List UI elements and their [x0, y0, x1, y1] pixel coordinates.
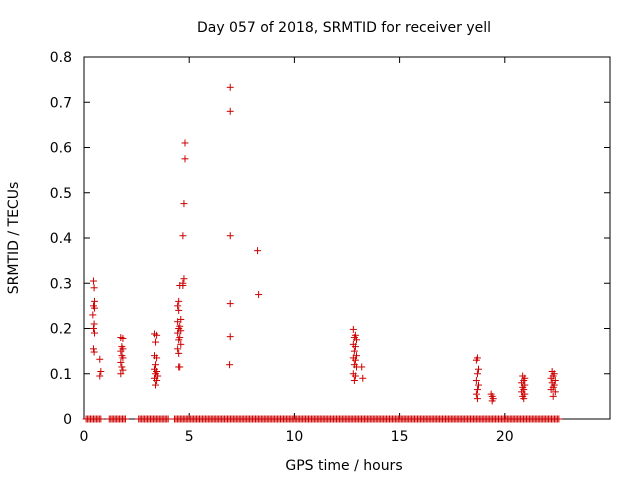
data-point: [181, 139, 189, 147]
data-point: [91, 329, 99, 337]
data-point: [255, 291, 263, 299]
x-axis-label: GPS time / hours: [285, 458, 402, 474]
data-point: [89, 311, 97, 319]
data-point: [118, 363, 126, 371]
data-point: [351, 356, 359, 364]
data-point: [174, 345, 182, 353]
data-point: [119, 366, 127, 374]
data-point: [152, 361, 160, 369]
data-point: [472, 377, 480, 385]
data-point: [350, 347, 358, 355]
data-point: [549, 392, 557, 400]
data-point: [226, 300, 234, 308]
data-point: [226, 232, 234, 240]
data-point: [226, 361, 234, 369]
data-point: [175, 349, 183, 357]
y-tick-label: 0: [63, 412, 72, 428]
data-point: [179, 232, 187, 240]
data-point: [176, 363, 184, 371]
data-point: [547, 386, 555, 394]
data-point: [164, 415, 172, 423]
data-point: [117, 370, 125, 378]
data-point: [117, 358, 125, 366]
y-tick-label: 0.7: [50, 95, 72, 111]
y-tick-label: 0.6: [50, 141, 72, 157]
x-tick-label: 10: [285, 429, 303, 445]
data-point: [96, 372, 104, 380]
data-point: [473, 386, 481, 394]
x-tick-label: 0: [80, 429, 89, 445]
data-point: [174, 318, 182, 326]
data-point: [175, 306, 183, 314]
data-point: [472, 390, 480, 398]
data-point: [472, 356, 480, 364]
data-point: [473, 395, 481, 403]
data-point: [177, 340, 185, 348]
axis-ticks: [83, 56, 610, 420]
data-point: [97, 415, 105, 423]
data-point: [89, 325, 97, 332]
data-point: [359, 374, 367, 382]
data-point: [90, 348, 98, 356]
data-point: [174, 302, 182, 310]
axis-tick-labels: 0 5 10 15 20 0 0.1 0.2 0.3 0.4 0.5 0.6 0.7 0.8: [50, 50, 514, 445]
data-point: [153, 331, 161, 339]
data-point: [226, 83, 234, 91]
data-point: [547, 374, 555, 382]
data-point: [89, 277, 97, 285]
data-point: [153, 377, 161, 385]
data-point: [90, 284, 98, 292]
data-point: [153, 354, 161, 362]
data-point: [350, 377, 358, 385]
data-point: [254, 247, 262, 255]
data-point: [473, 370, 481, 378]
data-point: [475, 381, 482, 389]
data-point: [180, 275, 188, 283]
y-axis-label: SRMTID / TECUs: [6, 182, 22, 295]
data-point: [175, 336, 183, 344]
data-point: [152, 381, 160, 389]
x-tick-label: 5: [185, 429, 194, 445]
data-point: [352, 336, 360, 344]
data-point: [89, 345, 97, 353]
y-tick-label: 0.1: [50, 367, 72, 383]
y-tick-label: 0.3: [50, 276, 72, 292]
data-point: [121, 415, 129, 423]
data-point: [152, 338, 160, 346]
plot-frame: [83, 56, 611, 420]
data-point: [91, 297, 99, 305]
data-point: [551, 388, 559, 396]
y-tick-label: 0.4: [50, 231, 72, 247]
data-point: [119, 334, 127, 342]
x-tick-label: 15: [391, 429, 409, 445]
data-point: [226, 333, 234, 341]
y-tick-label: 0.5: [50, 186, 72, 202]
data-point: [90, 320, 98, 328]
data-point: [181, 155, 189, 163]
data-point: [351, 372, 359, 380]
chart-title: Day 057 of 2018, SRMTID for receiver yel…: [197, 20, 491, 36]
data-point: [358, 363, 366, 371]
data-point: [226, 107, 234, 115]
data-point: [174, 329, 182, 337]
data-point: [91, 304, 99, 312]
data-point: [520, 395, 528, 403]
data-point: [179, 282, 187, 290]
data-point: [488, 397, 496, 405]
data-point: [175, 297, 183, 305]
data-point: [475, 365, 482, 373]
y-tick-label: 0.8: [50, 50, 72, 66]
data-point: [119, 354, 127, 362]
data-points: [82, 83, 563, 423]
data-point: [97, 367, 105, 375]
data-point: [349, 325, 357, 333]
data-point: [351, 343, 359, 351]
data-point: [555, 415, 563, 423]
y-tick-label: 0.2: [50, 322, 72, 338]
x-tick-label: 20: [496, 429, 514, 445]
data-point: [96, 355, 104, 363]
data-point: [180, 200, 188, 208]
data-point: [117, 347, 125, 355]
